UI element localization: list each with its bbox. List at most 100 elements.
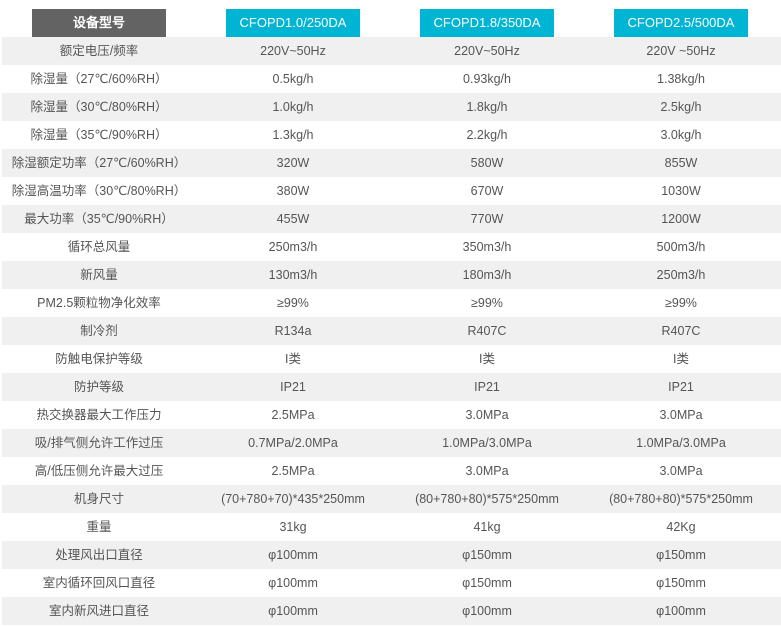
header-model-1: CFOPD1.0/250DA <box>226 9 360 37</box>
table-row: 机身尺寸 (70+780+70)*435*250mm (80+780+80)*575… <box>2 485 781 513</box>
row-value-model-2: R407C <box>467 324 507 338</box>
row-value-model-2: 180m3/h <box>462 268 512 282</box>
row-value-model-3: 1030W <box>661 184 701 198</box>
table-row: PM2.5颗粒物净化效率 ≥99% ≥99% ≥99% <box>2 289 781 317</box>
row-value-model-3: 1200W <box>661 212 701 226</box>
table-row: 除湿额定功率（27℃/60%RH） 320W 580W 855W <box>2 149 781 177</box>
row-value-model-2: 770W <box>470 212 504 226</box>
row-value-model-3: 500m3/h <box>656 240 706 254</box>
row-label: 除湿量（35℃/90%RH） <box>30 128 168 142</box>
row-label: 循环总风量 <box>67 240 131 254</box>
row-value-model-2: ≥99% <box>471 296 503 310</box>
table-row: 高/低压侧允许最大过压 2.5MPa 3.0MPa 3.0MPa <box>2 457 781 485</box>
row-label: 室内新风进口直径 <box>48 604 149 618</box>
row-value-model-2: 1.8kg/h <box>466 100 508 114</box>
table-row: 处理风出口直径 φ100mm φ150mm φ150mm <box>2 541 781 569</box>
table-row: 除湿高温功率（30℃/80%RH） 380W 670W 1030W <box>2 177 781 205</box>
row-value-model-2: (80+780+80)*575*250mm <box>415 492 559 506</box>
row-value-model-3: 1.38kg/h <box>657 72 705 86</box>
row-value-model-3: φ150mm <box>656 548 706 562</box>
row-label: 除湿量（30℃/80%RH） <box>30 100 168 114</box>
table-header: 设备型号 CFOPD1.0/250DA CFOPD1.8/350DA CFOPD… <box>2 9 781 37</box>
row-value-model-1: IP21 <box>280 380 306 394</box>
row-value-model-2: 580W <box>470 156 504 170</box>
table-row: 室内新风进口直径 φ100mm φ100mm φ100mm <box>2 597 781 625</box>
row-label: 吸/排气侧允许工作过压 <box>34 436 164 450</box>
header-model-3: CFOPD2.5/500DA <box>614 9 748 37</box>
row-value-model-1: 1.3kg/h <box>272 128 314 142</box>
table-row: 吸/排气侧允许工作过压 0.7MPa/2.0MPa 1.0MPa/3.0MPa 1.0… <box>2 429 781 457</box>
row-value-model-2: φ100mm <box>462 604 512 618</box>
spec-table: 设备型号 CFOPD1.0/250DA CFOPD1.8/350DA CFOPD… <box>2 9 781 625</box>
row-label: 室内循环回风口直径 <box>42 576 156 590</box>
row-value-model-1: 455W <box>276 212 310 226</box>
row-value-model-2: 1.0MPa/3.0MPa <box>442 436 532 450</box>
table-row: 重量 31kg 41kg 42Kg <box>2 513 781 541</box>
table-row: 除湿量（27℃/60%RH） 0.5kg/h 0.93kg/h 1.38kg/h <box>2 65 781 93</box>
row-value-model-1: 220V~50Hz <box>260 44 326 58</box>
header-model-2: CFOPD1.8/350DA <box>420 9 554 37</box>
table-row: 制冷剂 R134a R407C R407C <box>2 317 781 345</box>
table-row: 新风量 130m3/h 180m3/h 250m3/h <box>2 261 781 289</box>
table-row: 循环总风量 250m3/h 350m3/h 500m3/h <box>2 233 781 261</box>
row-value-model-2: φ150mm <box>462 548 512 562</box>
row-value-model-1: 320W <box>276 156 310 170</box>
row-label: 热交换器最大工作压力 <box>36 408 162 422</box>
table-row: 室内循环回风口直径 φ100mm φ150mm φ150mm <box>2 569 781 597</box>
row-value-model-3: R407C <box>661 324 701 338</box>
row-label: 重量 <box>86 520 112 534</box>
row-value-model-3: 3.0MPa <box>659 464 703 478</box>
row-label: 防触电保护等级 <box>55 352 143 366</box>
row-value-model-1: I类 <box>285 352 301 366</box>
row-value-model-2: 670W <box>470 184 504 198</box>
row-value-model-1: R134a <box>274 324 312 338</box>
row-value-model-3: (80+780+80)*575*250mm <box>609 492 753 506</box>
table-row: 防护等级 IP21 IP21 IP21 <box>2 373 781 401</box>
row-value-model-3: 250m3/h <box>656 268 706 282</box>
row-value-model-1: 2.5MPa <box>271 464 315 478</box>
row-value-model-1: φ100mm <box>268 604 318 618</box>
table-row: 额定电压/频率 220V~50Hz 220V~50Hz 220V ~50Hz <box>2 37 781 65</box>
row-value-model-1: φ100mm <box>268 548 318 562</box>
row-label: 制冷剂 <box>80 324 118 338</box>
row-label: 最大功率（35℃/90%RH） <box>24 212 174 226</box>
header-model-label: 设备型号 <box>32 9 166 37</box>
row-value-model-1: (70+780+70)*435*250mm <box>221 492 365 506</box>
row-value-model-3: 2.5kg/h <box>660 100 702 114</box>
row-value-model-3: 3.0kg/h <box>660 128 702 142</box>
row-value-model-1: 380W <box>276 184 310 198</box>
row-value-model-1: 250m3/h <box>268 240 318 254</box>
row-label: 防护等级 <box>73 380 124 394</box>
row-value-model-3: 220V ~50Hz <box>646 44 716 58</box>
row-value-model-3: 42Kg <box>666 520 696 534</box>
table-row: 热交换器最大工作压力 2.5MPa 3.0MPa 3.0MPa <box>2 401 781 429</box>
row-value-model-2: I类 <box>479 352 495 366</box>
row-value-model-3: φ100mm <box>656 604 706 618</box>
row-value-model-2: 0.93kg/h <box>463 72 511 86</box>
row-label: 处理风出口直径 <box>55 548 143 562</box>
row-value-model-1: 2.5MPa <box>271 408 315 422</box>
row-value-model-3: φ150mm <box>656 576 706 590</box>
row-label: PM2.5颗粒物净化效率 <box>37 296 161 310</box>
row-value-model-3: 3.0MPa <box>659 408 703 422</box>
row-value-model-1: 0.7MPa/2.0MPa <box>248 436 338 450</box>
table-row: 最大功率（35℃/90%RH） 455W 770W 1200W <box>2 205 781 233</box>
row-value-model-1: 0.5kg/h <box>272 72 314 86</box>
row-value-model-3: I类 <box>673 352 689 366</box>
table-body: 额定电压/频率 220V~50Hz 220V~50Hz 220V ~50Hz 除湿量（2… <box>2 37 781 625</box>
table-row: 除湿量（35℃/90%RH） 1.3kg/h 2.2kg/h 3.0kg/h <box>2 121 781 149</box>
row-value-model-1: 1.0kg/h <box>272 100 314 114</box>
row-label: 除湿量（27℃/60%RH） <box>30 72 168 86</box>
row-value-model-3: 855W <box>664 156 698 170</box>
row-value-model-1: ≥99% <box>277 296 309 310</box>
row-value-model-2: 220V~50Hz <box>454 44 520 58</box>
row-value-model-3: ≥99% <box>665 296 697 310</box>
row-value-model-3: 1.0MPa/3.0MPa <box>636 436 726 450</box>
row-value-model-2: φ150mm <box>462 576 512 590</box>
row-label: 机身尺寸 <box>73 492 124 506</box>
row-value-model-1: φ100mm <box>268 576 318 590</box>
row-label: 高/低压侧允许最大过压 <box>34 464 164 478</box>
row-label: 除湿高温功率（30℃/80%RH） <box>11 184 187 198</box>
row-label: 新风量 <box>80 268 118 282</box>
row-value-model-3: IP21 <box>668 380 694 394</box>
